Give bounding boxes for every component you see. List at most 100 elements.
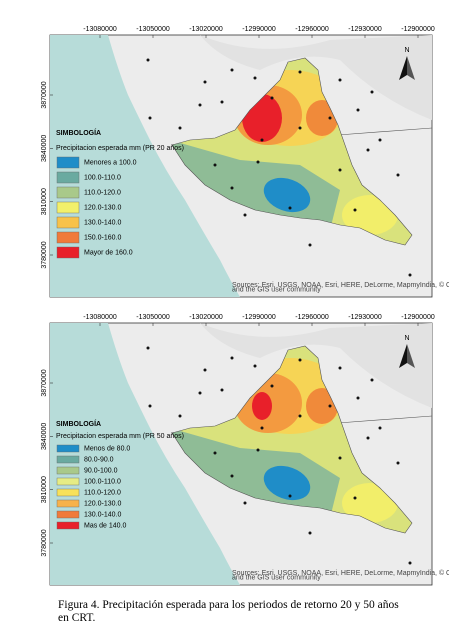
legend-label: 90.0-100.0 [84,468,118,475]
zone [263,465,311,501]
station [230,474,234,478]
legend-swatch [56,455,80,464]
legend-label: 130.0-140.0 [84,512,121,519]
map: -13080000 -13050000 -13020000 -12990000 -129… [41,26,449,298]
border [337,415,433,424]
x-tick-label: -12990000 [242,26,276,33]
x-tick-label: -13080000 [83,26,117,33]
terrain [200,323,432,408]
station [270,384,274,388]
legend-label: 120.0-130.0 [84,501,121,508]
station [178,414,182,418]
station [298,126,302,130]
legend-label: 100.0-110.0 [84,479,121,486]
station [356,108,360,112]
zone [263,177,311,213]
attribution: Sources: Esri, USGS, NOAA, Esri, HERE, D… [232,281,449,294]
station [298,70,302,74]
station [243,501,247,505]
station [146,346,150,350]
legend-swatch [56,186,80,199]
station [260,138,264,142]
y-tick-label: 3870000 [41,81,48,108]
basin-outline [171,345,413,534]
legend-subtitle: Precipitacion esperada mm (PR 50 años) [56,433,184,440]
station [198,103,202,107]
station [328,404,332,408]
station [203,80,207,84]
north-arrow [399,344,407,368]
zone [342,483,398,523]
zone [252,392,272,420]
legend-label: 100.0-110.0 [84,175,121,182]
station [288,206,292,210]
station [328,116,332,120]
legend-swatch [56,201,80,214]
x-tick-label: -12930000 [348,314,382,321]
zone [306,388,338,424]
station [356,396,360,400]
station [408,561,412,565]
x-tick-label: -12900000 [401,26,435,33]
station [230,356,234,360]
legend-swatch [56,521,80,530]
station [298,358,302,362]
legend-swatch [56,171,80,184]
y-tick-label: 3840000 [41,135,48,162]
legend-label: 150.0-160.0 [84,235,121,242]
legend-label: 110.0-120.0 [84,190,121,197]
station [338,366,342,370]
legend-title: SIMBOLOGÍA [56,128,101,137]
x-tick-label: -12930000 [348,26,382,33]
north-label: N [404,47,409,54]
station [256,160,260,164]
station [378,426,382,430]
north-label: N [404,335,409,342]
station [308,243,312,247]
caption-line1: Figura 4. Precipitación esperada para lo… [58,599,399,624]
legend-swatch [56,510,80,519]
station [220,388,224,392]
station [253,364,257,368]
x-tick-label: -12990000 [242,314,276,321]
y-tick-label: 3840000 [41,423,48,450]
legend-label: 120.0-130.0 [84,205,121,212]
legend-swatch [56,156,80,169]
station [338,78,342,82]
y-tick-label: 3780000 [41,529,48,556]
legend-title: SIMBOLOGÍA [56,419,101,428]
y-tick-label: 3870000 [41,369,48,396]
legend-swatch [56,444,80,453]
station [203,368,207,372]
legend-swatch [56,231,80,244]
station [370,378,374,382]
terrain [200,35,432,120]
x-tick-label: -12900000 [401,314,435,321]
legend-swatch [56,499,80,508]
map: -13080000 -13050000 -13020000 -12990000 -129… [41,314,449,586]
legend-label: 110.0-120.0 [84,490,121,497]
north-arrow [407,344,415,368]
station [366,436,370,440]
x-tick-label: -13080000 [83,314,117,321]
legend-label: 130.0-140.0 [84,220,121,227]
station [370,90,374,94]
station [220,100,224,104]
station [213,451,217,455]
legend-swatch [56,488,80,497]
legend-swatch [56,246,80,259]
x-tick-label: -13020000 [189,314,223,321]
station [260,426,264,430]
y-tick-label: 3780000 [41,241,48,268]
x-tick-label: -12960000 [295,314,329,321]
station [338,456,342,460]
station [148,404,152,408]
x-tick-label: -13020000 [189,26,223,33]
legend-label: Mayor de 160.0 [84,250,133,257]
station [253,76,257,80]
station [396,173,400,177]
x-tick-label: -13050000 [136,26,170,33]
station [230,68,234,72]
legend-subtitle: Precipitacion esperada mm (PR 20 años) [56,145,184,152]
station [338,168,342,172]
